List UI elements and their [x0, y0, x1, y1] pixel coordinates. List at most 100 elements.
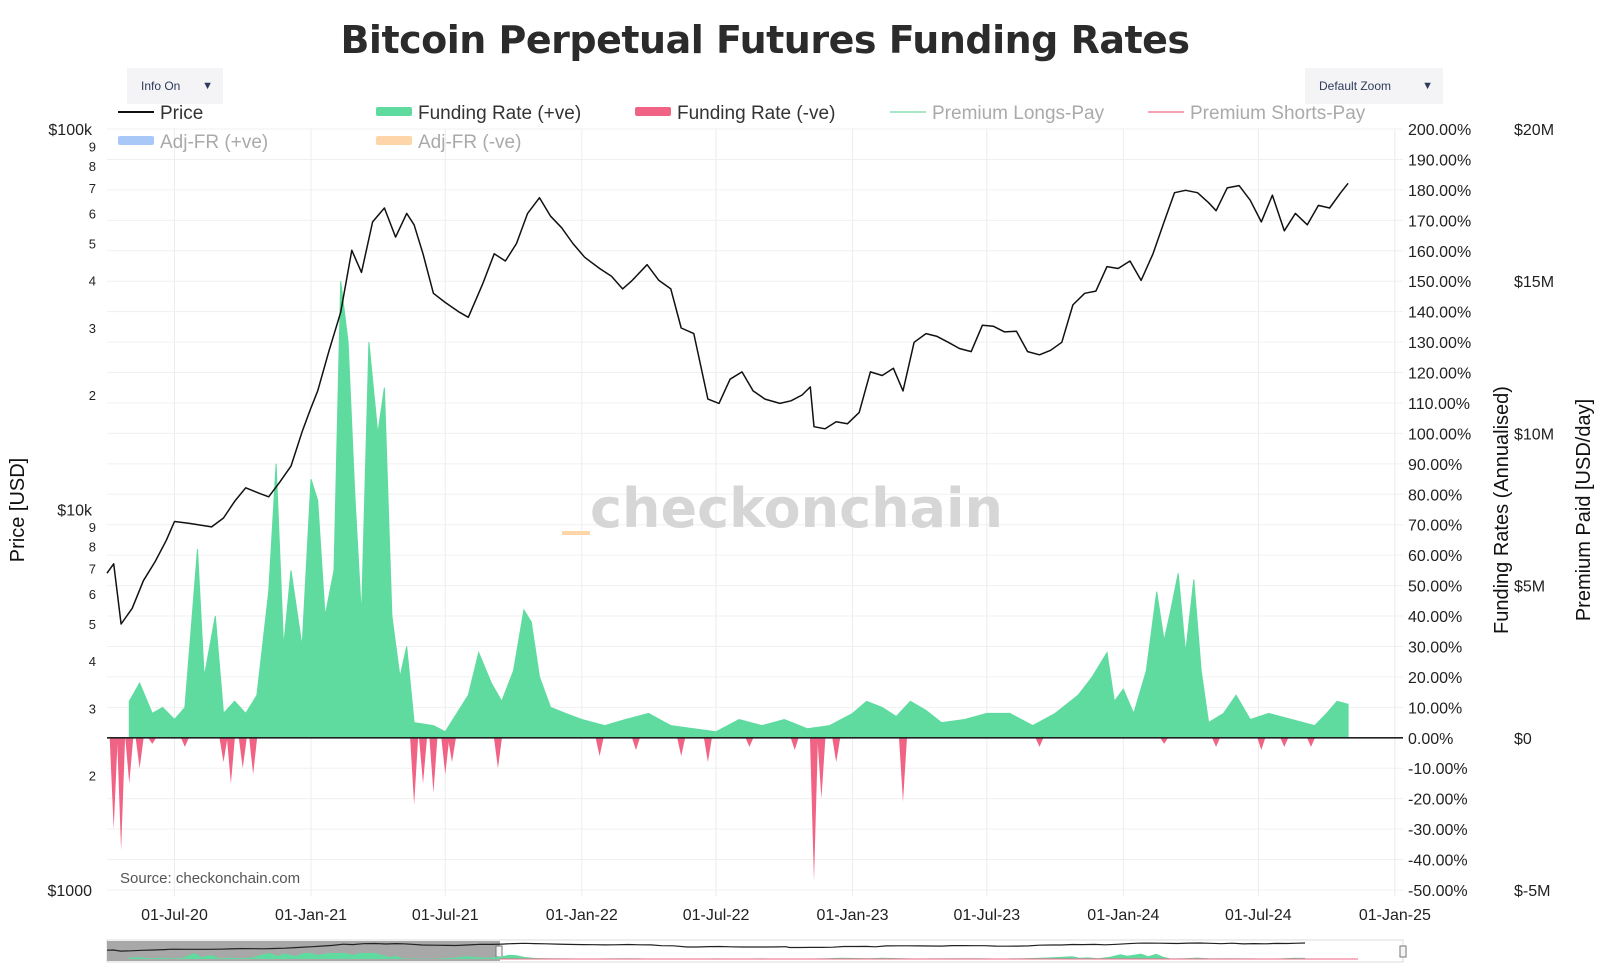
y-right-tick: 20.00% — [1408, 670, 1462, 687]
x-tick: 01-Jul-24 — [1225, 907, 1292, 924]
y-left-minor-tick: 9 — [89, 520, 96, 535]
source-label: Source: checkonchain.com — [120, 870, 300, 887]
y-right2-tick: $10M — [1514, 426, 1554, 443]
funding-negative-spike — [419, 737, 428, 784]
y-right-tick: 160.00% — [1408, 244, 1471, 261]
y-left-minor-tick: 4 — [89, 654, 96, 669]
y-right2-tick: $0 — [1514, 731, 1532, 748]
adj-fr-marker — [562, 531, 590, 535]
funding-rate-layer — [107, 281, 1403, 881]
price-line-layer — [106, 182, 1349, 625]
price-line — [106, 182, 1349, 625]
zoom-dropdown[interactable]: Default Zoom ▼ — [1305, 68, 1443, 104]
navigator-handle — [1399, 945, 1407, 958]
y-left-minor-tick: 9 — [89, 139, 96, 154]
watermark: checkonchain — [590, 477, 1003, 540]
y-right-tick: 60.00% — [1408, 548, 1462, 565]
y-right-tick: 30.00% — [1408, 639, 1462, 656]
y-left-minor-tick: 8 — [89, 539, 96, 554]
funding-negative-spike — [1160, 737, 1169, 744]
y-left-minor-tick: 4 — [89, 273, 96, 288]
y-right-tick: -20.00% — [1408, 792, 1468, 809]
chevron-down-icon: ▼ — [202, 80, 213, 92]
funding-negative-spike — [125, 737, 134, 784]
y-left-minor-tick: 5 — [89, 237, 96, 252]
chart-title: Bitcoin Perpetual Futures Funding Rates — [340, 18, 1190, 62]
legend-item-label: Premium Shorts-Pay — [1190, 103, 1366, 124]
funding-positive-area — [128, 281, 1349, 739]
y-right-tick: 170.00% — [1408, 213, 1471, 230]
funding-negative-spike — [832, 737, 841, 763]
y-right2-tick: $-5M — [1514, 883, 1550, 900]
navigator-selection — [107, 941, 500, 961]
y-right-tick: 190.00% — [1408, 152, 1471, 169]
y-right-tick: 40.00% — [1408, 609, 1462, 626]
funding-negative-spike — [429, 737, 438, 793]
y-left-minor-tick: 6 — [89, 206, 96, 221]
y-right-tick: -10.00% — [1408, 761, 1468, 778]
axes: $1000 $10k $100k 2 3 4 5 6 7 8 9 2 3 4 5 6 7 8 9 -50.00% -40… — [7, 122, 1595, 924]
funding-negative-spike — [677, 737, 686, 757]
legend-item-label: Funding Rate (+ve) — [418, 103, 581, 124]
funding-negative-spike — [898, 737, 907, 802]
legend-swatch — [118, 136, 154, 145]
y-left-minor-tick: 2 — [89, 388, 96, 403]
info-dropdown[interactable]: Info On ▼ — [127, 68, 223, 104]
zoom-dropdown-label: Default Zoom — [1319, 79, 1392, 93]
x-tick: 01-Jul-22 — [683, 907, 750, 924]
funding-negative-spike — [817, 737, 826, 799]
funding-negative-spike — [631, 737, 640, 750]
funding-negative-spike — [809, 737, 818, 881]
y-right2-tick: $15M — [1514, 274, 1554, 291]
legend-swatch — [376, 136, 412, 145]
info-dropdown-label: Info On — [141, 79, 181, 93]
funding-negative-spike — [238, 737, 247, 769]
y-right-tick: 140.00% — [1408, 305, 1471, 322]
y-right2-tick: $20M — [1514, 122, 1554, 139]
x-tick: 01-Jan-25 — [1359, 907, 1431, 924]
y-right-tick: -40.00% — [1408, 853, 1468, 870]
y-right-tick: 0.00% — [1408, 731, 1453, 748]
x-tick: 01-Jul-23 — [953, 907, 1020, 924]
funding-negative-spike — [180, 737, 189, 747]
funding-negative-spike — [219, 737, 228, 763]
funding-negative-spike — [148, 737, 157, 744]
y-left-minor-tick: 5 — [89, 617, 96, 632]
y-left-minor-tick: 2 — [89, 768, 96, 783]
y-right-tick: 90.00% — [1408, 457, 1462, 474]
legend-item-label: Funding Rate (-ve) — [677, 103, 835, 124]
navigator-funding-area — [128, 953, 1306, 959]
y-left-minor-tick: 7 — [89, 181, 96, 196]
funding-negative-spike — [1307, 737, 1316, 747]
y-right-tick: 130.00% — [1408, 335, 1471, 352]
y-right-tick: 150.00% — [1408, 274, 1471, 291]
x-tick: 01-Jul-20 — [141, 907, 208, 924]
y-right-tick: 100.00% — [1408, 426, 1471, 443]
y-right2-tick: $5M — [1514, 579, 1545, 596]
y-left-minor-tick: 8 — [89, 159, 96, 174]
funding-negative-spike — [703, 737, 712, 763]
y-left-minor-tick: 3 — [89, 701, 96, 716]
legend-swatch — [376, 107, 412, 116]
funding-negative-spike — [410, 737, 419, 805]
funding-negative-spike — [790, 737, 799, 750]
y-right-tick: 10.00% — [1408, 700, 1462, 717]
y-left-major-tick: $1000 — [48, 883, 93, 900]
y-left-major-tick: $100k — [48, 122, 93, 139]
legend-item-label: Adj-FR (+ve) — [160, 132, 268, 153]
x-tick: 01-Jan-24 — [1087, 907, 1159, 924]
funding-negative-spike — [1280, 737, 1289, 747]
y-right-tick: -30.00% — [1408, 822, 1468, 839]
y-right-tick: 50.00% — [1408, 579, 1462, 596]
funding-negative-spike — [1257, 737, 1266, 750]
y-left-axis-title: Price [USD] — [7, 458, 29, 562]
y-right-tick: 80.00% — [1408, 487, 1462, 504]
range-navigator[interactable] — [106, 939, 1407, 963]
funding-negative-spike — [745, 737, 754, 747]
funding-negative-spike — [226, 737, 235, 784]
legend-item-label: Price — [160, 103, 203, 124]
chevron-down-icon: ▼ — [1422, 80, 1433, 92]
y-right2-axis-title: Premium Paid [USD/day] — [1573, 399, 1595, 621]
funding-negative-spike — [1212, 737, 1221, 747]
funding-negative-spike — [441, 737, 450, 775]
